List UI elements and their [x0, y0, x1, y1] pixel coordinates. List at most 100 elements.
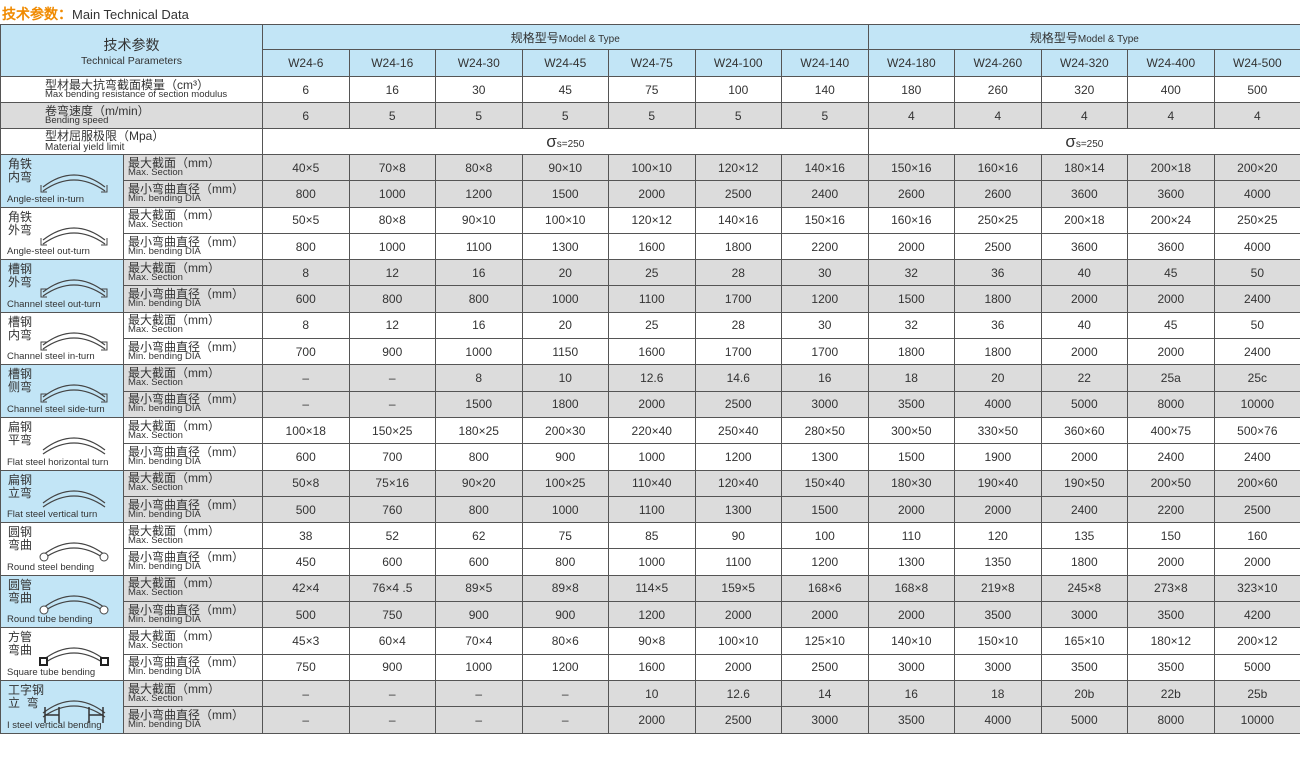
sub-label-cn: 最大截面（mm） [128, 523, 220, 538]
value-cell: 220×40 [608, 416, 696, 445]
model-group-en: Model & Type [1077, 33, 1139, 45]
channel-out-icon [40, 279, 108, 298]
value-cell: 2000 [867, 232, 956, 261]
value-cell: 2000 [1127, 548, 1215, 576]
value-cell: 200×24 [1127, 206, 1215, 234]
value-cell: 700 [348, 443, 436, 471]
flat-horizontal-icon [42, 437, 106, 455]
value-cell: 1300 [781, 443, 869, 471]
value-cell: 1200 [781, 548, 869, 576]
technical-data-table: 技术参数 Technical Parameters 规格型号Model & Typ… [0, 24, 1300, 734]
value-cell: 8000 [1127, 390, 1215, 418]
value-cell: 900 [348, 338, 436, 366]
value-cell: 2500 [694, 390, 782, 418]
value-cell: 1000 [608, 548, 696, 576]
sub-label-en: Min. bending DIA [128, 508, 201, 520]
value-cell: 90×10 [435, 206, 523, 234]
table-row: 最小弯曲直径（mm） Min. bending DIA 750 900 1000 1200… [1, 653, 1300, 681]
value-cell: 168×8 [867, 574, 956, 603]
sub-label-en: Max. Section [128, 534, 183, 546]
value-cell: 1800 [521, 390, 609, 418]
sub-label-cn: 最小弯曲直径（mm） [128, 497, 244, 512]
sub-label: 最小弯曲直径（mm） Min. bending DIA [123, 390, 263, 418]
category-cell: 圆管 弯曲 Round tube bending [0, 574, 124, 629]
value-cell: 20b [1040, 679, 1129, 708]
value-cell: 32 [867, 311, 956, 340]
value-cell: 165×10 [1040, 627, 1129, 655]
model-header: W24-75 [608, 49, 696, 77]
table-row: 角铁 内弯 Angle-steel in-turn 最大截面（mm） Max. Sec… [0, 153, 1300, 208]
value-cell: 1200 [694, 443, 782, 471]
category-cell: 槽钢 内弯 Channel steel in-turn [0, 311, 124, 366]
value-cell: 200×30 [521, 416, 609, 445]
model-header: W24-30 [435, 49, 523, 77]
yield-value: σs=250 [867, 128, 1300, 155]
angle-in-icon [40, 174, 108, 193]
value-cell: 14 [781, 679, 869, 708]
value-cell: 89×5 [435, 574, 523, 603]
sub-label: 最大截面（mm） Max. Section [123, 679, 263, 708]
value-cell: – [521, 679, 609, 708]
value-cell: 190×50 [1040, 469, 1129, 497]
value-cell: 900 [521, 601, 609, 629]
value-cell: 30 [435, 76, 523, 103]
category-cn: 槽钢 内弯 [8, 314, 33, 342]
sub-label-cn: 最大截面（mm） [128, 681, 220, 696]
value-cell: 4 [954, 102, 1042, 129]
value-cell: 3600 [1127, 180, 1215, 208]
value-cell: 12 [348, 259, 436, 287]
sub-label: 最大截面（mm） Max. Section [123, 574, 263, 603]
value-cell: 280×50 [781, 416, 869, 445]
category-cn: 方管 弯曲 [8, 630, 33, 658]
value-cell: 1600 [608, 338, 696, 366]
category-en: Round tube bending [7, 614, 93, 626]
value-cell: 140×16 [694, 206, 782, 234]
flat-vertical-icon [42, 490, 106, 508]
value-cell: 16 [435, 259, 523, 287]
model-header: W24-6 [262, 49, 350, 77]
value-cell: 1700 [781, 338, 869, 366]
sub-label: 最小弯曲直径（mm） Min. bending DIA [123, 706, 263, 734]
value-cell: 12.6 [694, 679, 782, 708]
value-cell: 800 [435, 495, 523, 524]
value-cell: 3500 [1127, 653, 1215, 681]
table-row: 最小弯曲直径（mm） Min. bending DIA 600 800 800 1000 1… [1, 285, 1300, 313]
category-cn: 工字钢 立 弯 [8, 682, 45, 710]
value-cell: 180×14 [1040, 153, 1129, 182]
value-cell: 1500 [867, 285, 956, 313]
value-cell: 50×5 [262, 206, 350, 234]
value-cell: 100 [694, 76, 782, 103]
category-en: Channel steel side-turn [7, 403, 105, 415]
value-cell: 16 [867, 679, 956, 708]
value-cell: 4 [1040, 102, 1129, 129]
value-cell: 6 [262, 102, 350, 129]
param-header-cn: 技术参数 [103, 36, 160, 53]
value-cell: 4000 [954, 390, 1042, 418]
value-cell: 80×8 [435, 153, 523, 182]
value-cell: 18 [954, 679, 1042, 708]
value-cell: 760 [348, 495, 436, 524]
table-row: 最小弯曲直径（mm） Min. bending DIA 700 900 1000 1150… [1, 338, 1300, 366]
value-cell: 18 [867, 364, 956, 392]
value-cell: 45 [1127, 311, 1215, 340]
sub-label: 最小弯曲直径（mm） Min. bending DIA [123, 601, 263, 629]
value-cell: 5 [694, 102, 782, 129]
sub-label-en: Max. Section [128, 377, 183, 389]
sub-label-cn: 最小弯曲直径（mm） [128, 444, 244, 459]
value-cell: – [435, 679, 523, 708]
value-cell: 12 [348, 311, 436, 340]
category-en: Channel steel out-turn [7, 298, 101, 310]
category-cn: 扁钢 平弯 [8, 419, 33, 447]
value-cell: 75×16 [348, 469, 436, 497]
value-cell: – [262, 390, 350, 418]
sub-label-cn: 最小弯曲直径（mm） [128, 181, 244, 196]
round-tube-icon [39, 595, 109, 615]
category-en: Flat steel vertical turn [7, 509, 98, 521]
value-cell: 2000 [694, 601, 782, 629]
table-row: 圆钢 弯曲 Round steel bending 最大截面（mm） Max. Sec… [0, 522, 1300, 576]
sub-label-en: Min. bending DIA [128, 613, 201, 625]
value-cell: 90 [694, 522, 782, 550]
square-tube-icon [39, 647, 109, 667]
value-cell: 22 [1040, 364, 1129, 392]
value-cell: 600 [435, 548, 523, 576]
